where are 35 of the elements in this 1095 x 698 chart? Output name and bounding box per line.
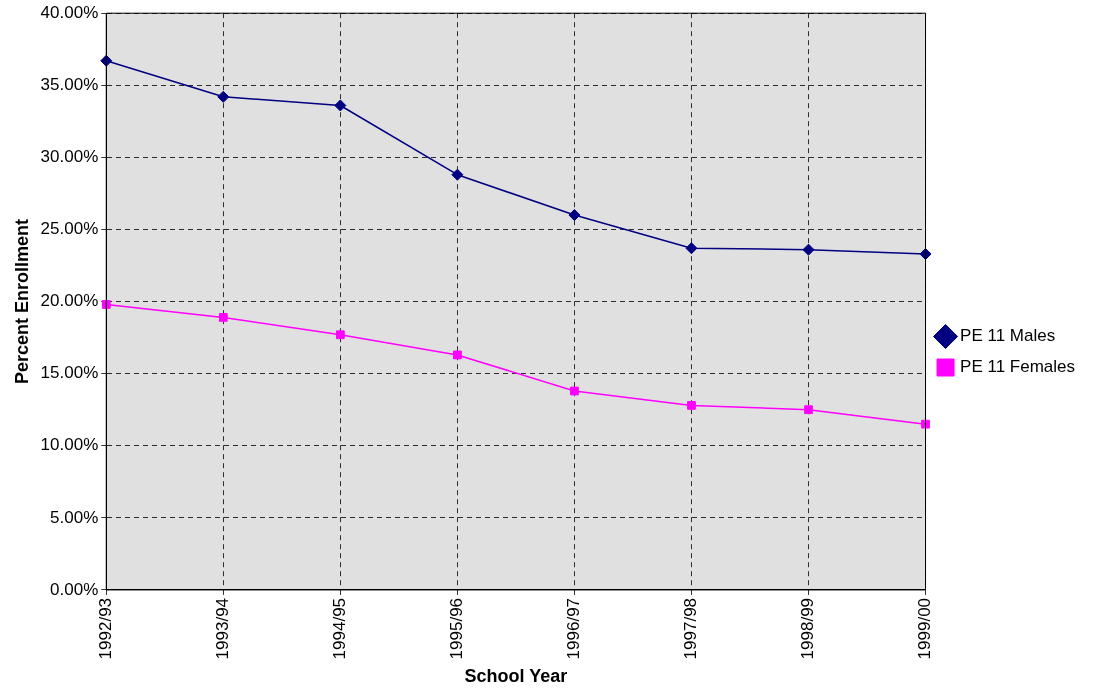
x-tick-label: 1997/98 [681,597,701,660]
point [217,90,230,103]
point [218,313,228,322]
x-tick-label: 1995/96 [447,597,467,660]
y-tick-label: 30.00% [40,147,99,167]
point [685,242,698,255]
y-tick-label: 0.00% [50,579,99,599]
point [921,419,930,429]
point [334,99,347,112]
point [687,401,696,410]
y-tick-label: 25.00% [40,219,99,239]
y-tick-label: 10.00% [40,435,99,455]
y-tick-label: 35.00% [40,74,99,94]
y-tick-label: 20.00% [40,291,99,311]
point [101,300,111,309]
point [568,209,581,222]
y-axis-title: Percent Enrollment [11,219,32,385]
y-tick-label: 5.00% [50,507,99,527]
x-tick-label: 1999/00 [915,597,935,660]
x-tick-label: 1992/93 [95,597,115,660]
point [452,350,462,360]
x-axis-title: School Year [464,666,568,687]
legend-label: PE 11 Females [960,357,1076,377]
y-tick-label: 40.00% [40,2,99,22]
point [570,386,579,396]
legend-label: PE 11 Males [960,326,1056,346]
point [451,168,464,181]
point [804,405,813,415]
point [335,330,345,340]
point [802,243,815,256]
x-tick-label: 1998/99 [798,597,818,660]
x-tick-label: 1996/97 [564,597,584,660]
x-tick-label: 1993/94 [212,597,232,660]
x-tick-label: 1994/95 [330,597,350,660]
y-tick-label: 15.00% [40,363,99,383]
